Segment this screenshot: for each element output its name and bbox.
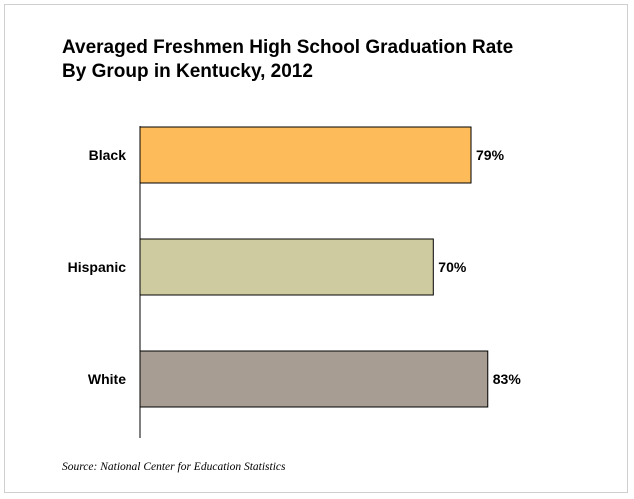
- bar-hispanic: [139, 238, 434, 296]
- source-note: Source: National Center for Education St…: [62, 461, 286, 473]
- category-label-black: Black: [89, 147, 127, 163]
- chart-title-line-2: By Group in Kentucky, 2012: [62, 61, 313, 82]
- category-label-hispanic: Hispanic: [68, 259, 127, 275]
- chart-title: Averaged Freshmen High School Graduation…: [62, 36, 622, 84]
- chart-title-line-1: Averaged Freshmen High School Graduation…: [62, 37, 514, 58]
- value-label-white: 83%: [493, 371, 522, 387]
- bar-white: [139, 350, 489, 408]
- category-label-white: White: [88, 371, 126, 387]
- value-label-black: 79%: [476, 147, 505, 163]
- value-label-hispanic: 70%: [438, 259, 467, 275]
- bar-black: [139, 126, 472, 184]
